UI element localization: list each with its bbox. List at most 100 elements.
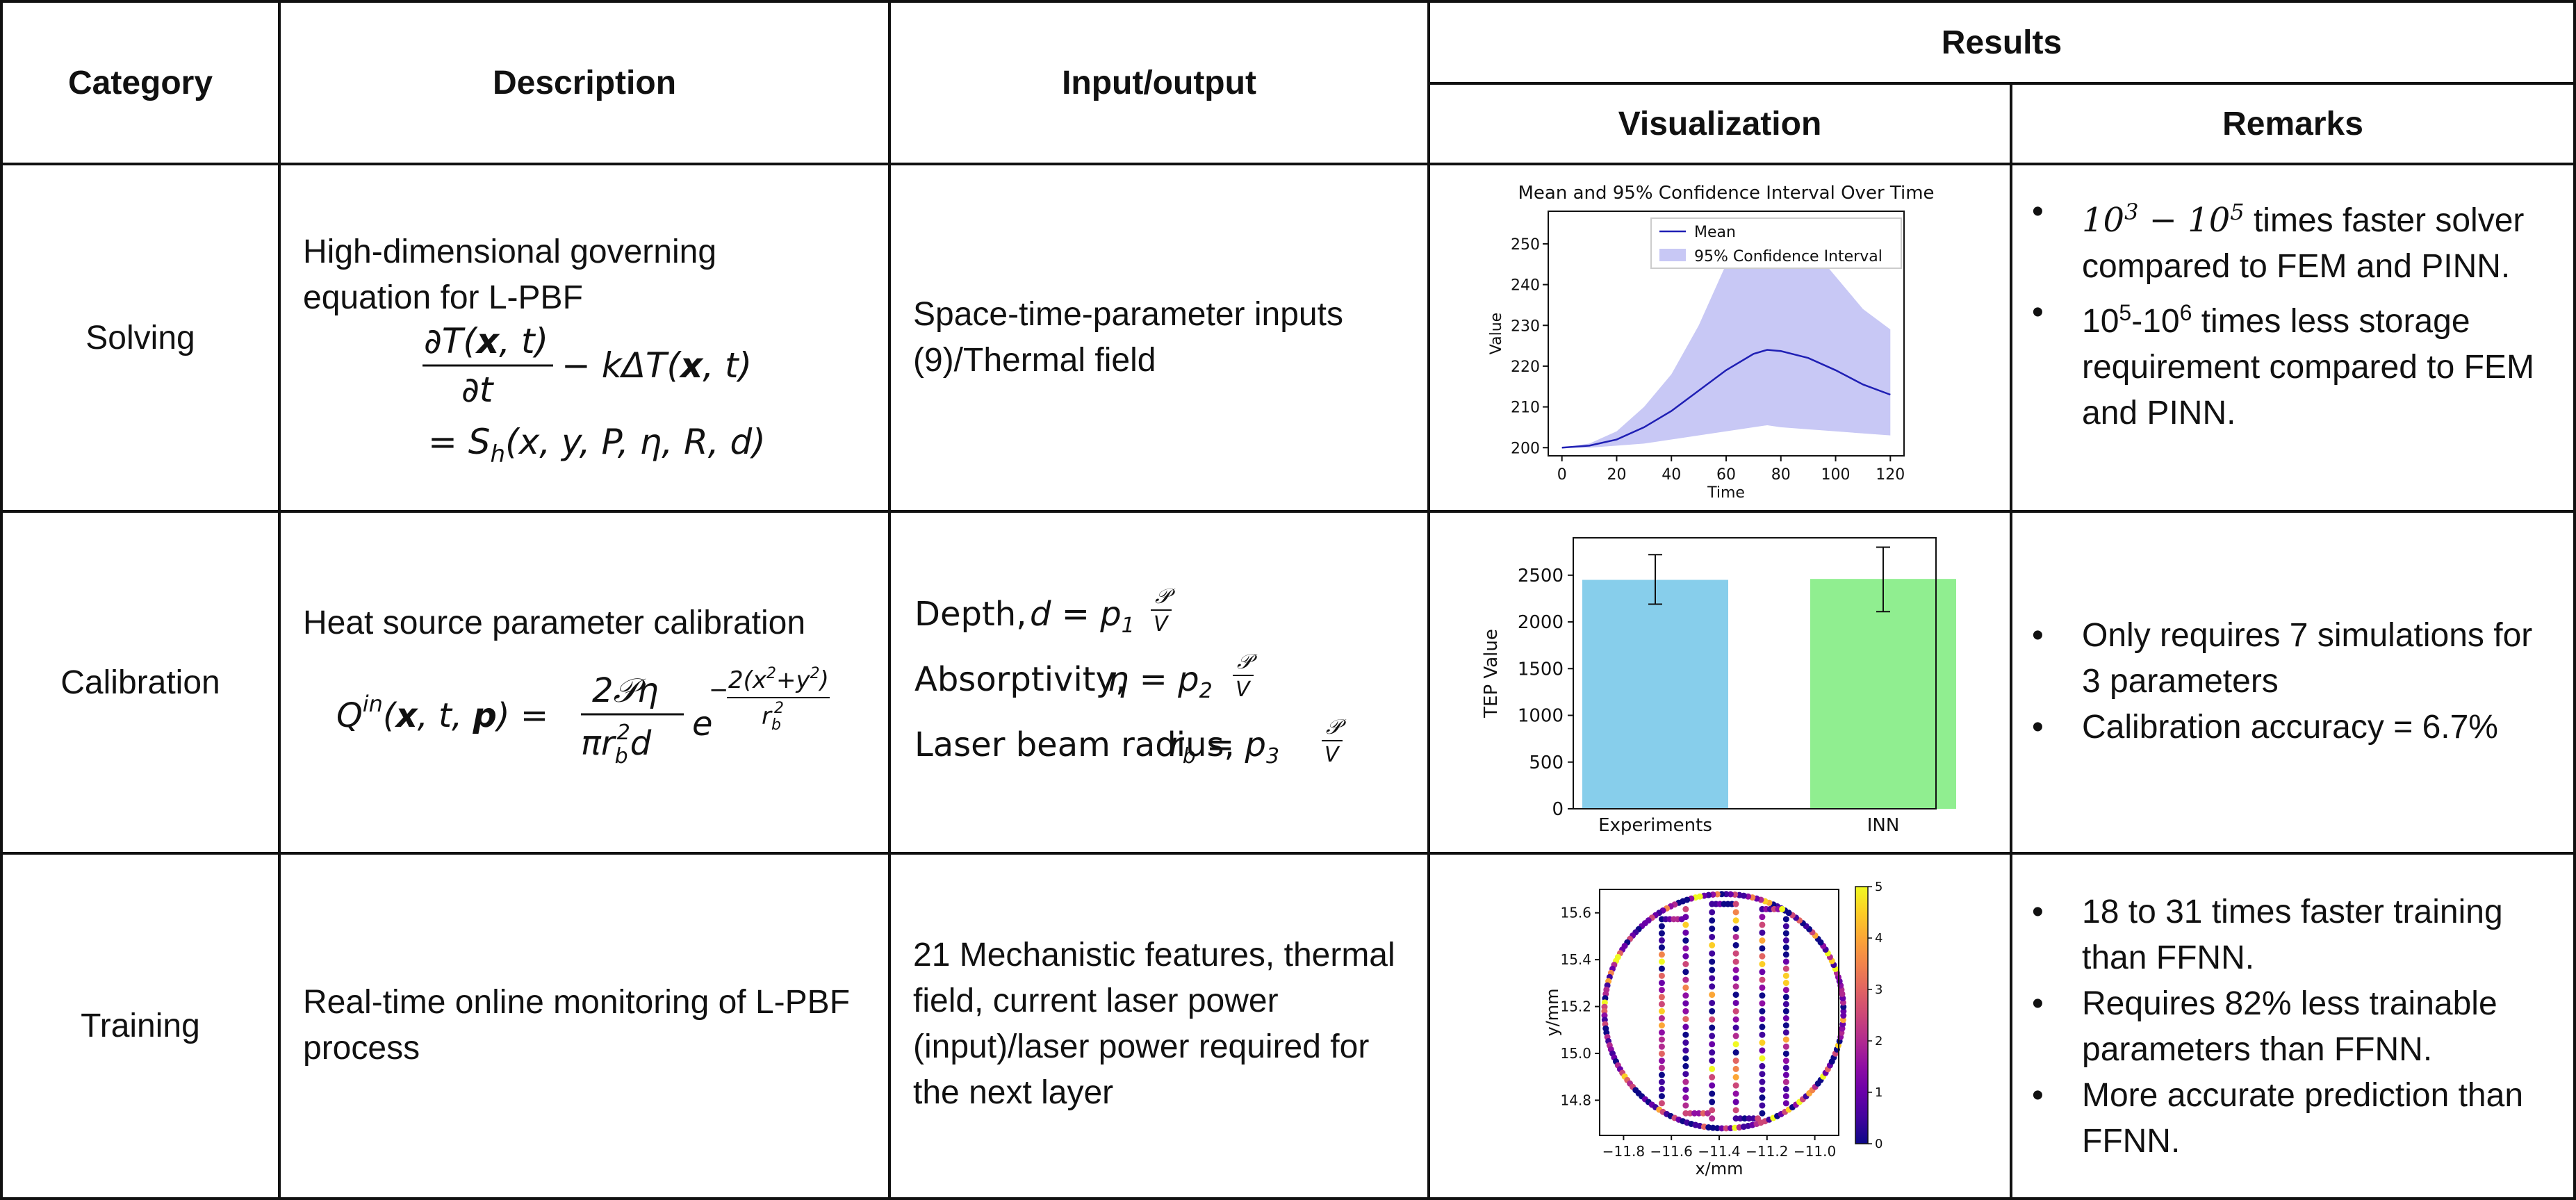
mean-line [1561,349,1891,449]
scatter-point [1732,1016,1739,1023]
scatter-point [1759,976,1766,983]
scatter-point [1732,1024,1739,1031]
scatter-point [1709,975,1716,982]
io-radius-label: Laser beam radius, [914,725,1235,764]
legend: Mean 95% Confidence Interval [1650,217,1902,269]
scatter-point [1782,958,1789,965]
scatter-point [1782,1093,1789,1100]
scatter-point [1782,1078,1789,1085]
scatter-point [1759,1000,1766,1007]
y-axis-label: y/mm [1543,988,1562,1036]
svg-text:∂T(x, t): ∂T(x, t) [424,321,548,361]
y-tick-label: 15.6 [1560,905,1591,921]
scatter-point [1759,969,1766,976]
scatter-point [1658,937,1665,944]
svg-text:rb = p3: rb = p3 [1169,725,1279,769]
scatter-point [1759,1094,1766,1101]
remark-item: More accurate prediction than FFNN. [2012,1073,2554,1165]
scatter-point [1759,1055,1766,1062]
scatter-point [1782,944,1789,951]
scatter-point [1658,930,1665,937]
scatter-point [1782,1036,1789,1043]
scatter-point [1840,1012,1847,1019]
scatter-point [1759,1008,1766,1014]
scatter-point [1682,953,1689,960]
scatter-point [1682,1000,1689,1007]
y-tick-label: 2000 [1518,612,1564,633]
svg-text:V: V [1324,743,1340,767]
scatter-point [1682,1086,1689,1093]
scatter-point [1782,1058,1789,1065]
scatter-point [1732,926,1739,932]
scatter-point [1782,1085,1789,1092]
scatter-point [1682,1102,1689,1109]
scatter-point [1658,1022,1665,1029]
scatter-point [1709,933,1716,940]
scatter-point [1709,1090,1716,1097]
scatter-point [1782,1022,1789,1029]
x-tick-label: INN [1867,815,1900,836]
x-axis-label: x/mm [1695,1159,1743,1178]
scatter-point [1658,994,1665,1001]
scatter-point [1658,944,1665,951]
scatter-point [1746,1115,1753,1122]
svg-text:2(x2+y2): 2(x2+y2) [728,665,829,694]
svg-text:rb2: rb2 [762,700,784,734]
colorbar-tick-label: 4 [1875,931,1882,946]
scatter-point [1759,1110,1766,1117]
scatter-point [1709,1058,1716,1065]
scatter-point [1759,937,1766,944]
scatter-point [1782,1008,1789,1014]
scatter-point [1732,917,1739,924]
svg-text:η = p2: η = p2 [1108,660,1213,703]
scatter-point [1709,909,1716,916]
scatter-point [1714,1125,1721,1132]
chart-title: Mean and 95% Confidence Interval Over Ti… [1518,183,1934,204]
scatter-point [1732,992,1739,998]
colorbar-tick-label: 3 [1875,983,1882,997]
scatter-point [1700,1110,1707,1117]
svg-text:𝒫: 𝒫 [1155,584,1176,609]
scatter-point [1732,909,1739,916]
description-text: High-dimensional governing equation for … [303,233,717,316]
scatter-point [1782,1100,1789,1107]
description-calibration: Heat source parameter calibration Qin(x,… [278,510,891,855]
scatter-point [1782,930,1789,937]
header-description: Description [278,0,891,165]
description-text: Real-time online monitoring of L-PBF pro… [303,984,851,1067]
scatter-point [1709,1082,1716,1089]
svg-text:e: e [692,705,713,743]
colorbar-tick-label: 5 [1875,880,1882,894]
scatter-point [1658,923,1665,930]
scatter-point [1682,992,1689,999]
scatter-point [1732,983,1739,990]
scatter-point [1682,1094,1689,1101]
description-solving: High-dimensional governing equation for … [278,163,891,513]
scatter-point [1709,1074,1716,1080]
scatter-point [1782,994,1789,1001]
category-label: Training [81,1008,200,1044]
scatter-point [1782,937,1789,944]
x-tick-label: 100 [1821,466,1851,484]
svg-text:𝒫: 𝒫 [1237,650,1258,674]
scatter-point [1658,951,1665,958]
svg-text:d = p1: d = p1 [1030,595,1135,638]
scatter-point [1658,1008,1665,1014]
scatter-point [1732,1074,1739,1080]
scatter-point [1755,1115,1762,1122]
scatter-point [1732,950,1739,957]
scatter-point [1682,1062,1689,1069]
scatter-point [1682,1008,1689,1014]
svg-text:Qin(x, t, p) =: Qin(x, t, p) = [336,691,548,735]
scatter-point [1658,1065,1665,1071]
scatter-point [1759,953,1766,960]
y-tick-label: 250 [1511,236,1540,254]
scatter-point [1750,1115,1757,1122]
category-calibration: Calibration [0,510,281,855]
category-training: Training [0,852,281,1200]
legend-box [1650,217,1902,269]
y-axis-label: TEP Value [1481,629,1502,718]
y-tick-label: 15.4 [1560,951,1591,968]
x-tick-label: 20 [1607,466,1626,484]
